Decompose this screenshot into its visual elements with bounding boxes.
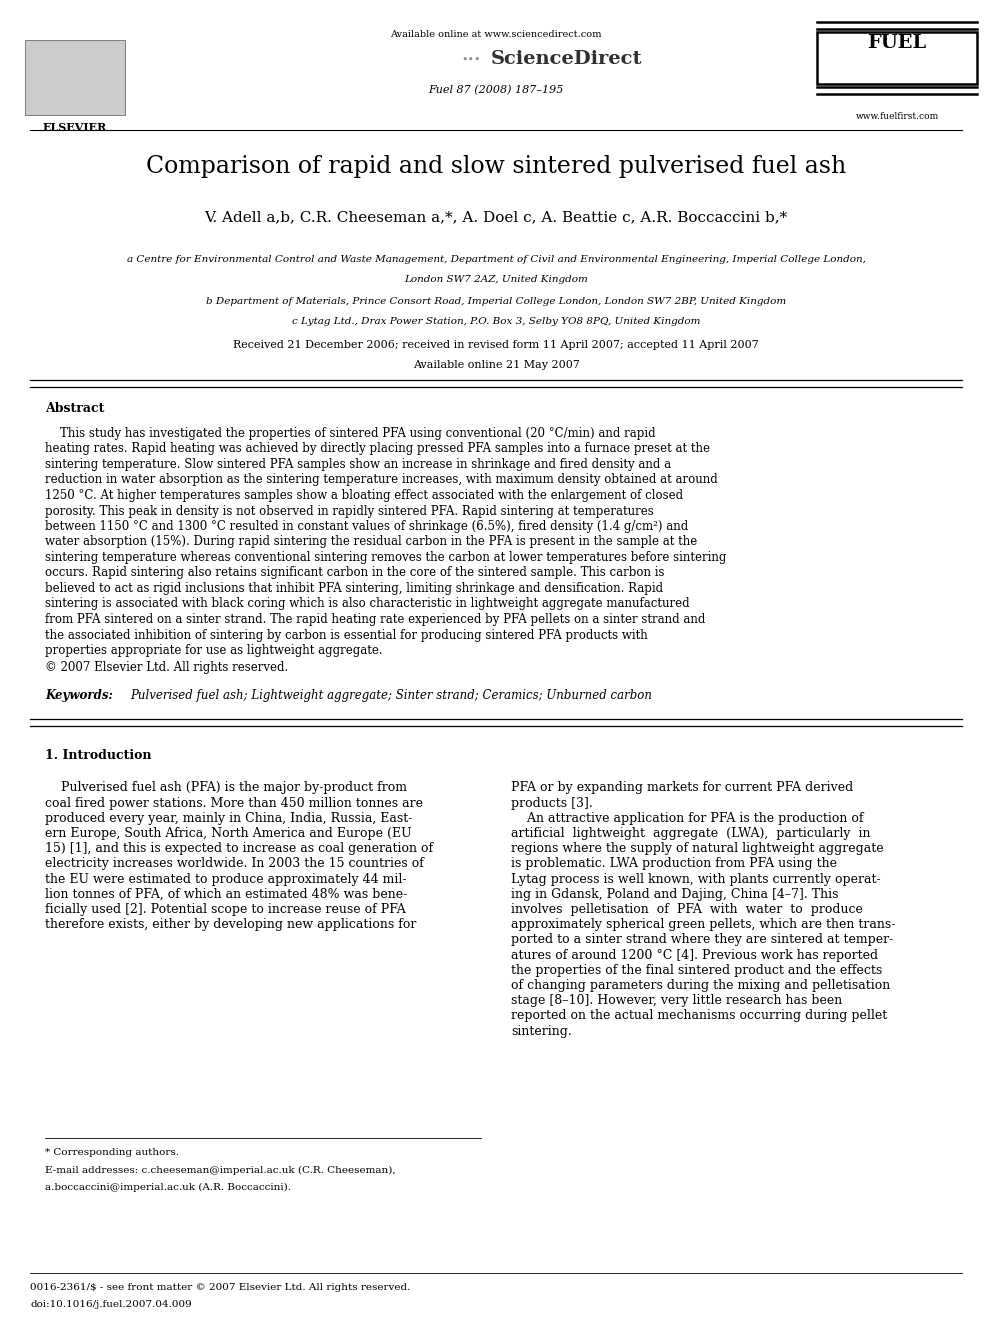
- Text: V. Adell a,b, C.R. Cheeseman a,*, A. Doel c, A. Beattie c, A.R. Boccaccini b,*: V. Adell a,b, C.R. Cheeseman a,*, A. Doe…: [204, 210, 788, 224]
- Text: approximately spherical green pellets, which are then trans-: approximately spherical green pellets, w…: [511, 918, 896, 931]
- Text: believed to act as rigid inclusions that inhibit PFA sintering, limiting shrinka: believed to act as rigid inclusions that…: [45, 582, 663, 595]
- Text: lion tonnes of PFA, of which an estimated 48% was bene-: lion tonnes of PFA, of which an estimate…: [45, 888, 408, 901]
- Text: the properties of the final sintered product and the effects: the properties of the final sintered pro…: [511, 964, 882, 976]
- Text: properties appropriate for use as lightweight aggregate.: properties appropriate for use as lightw…: [45, 644, 383, 658]
- Text: 15) [1], and this is expected to increase as coal generation of: 15) [1], and this is expected to increas…: [45, 843, 434, 855]
- Text: Keywords:: Keywords:: [45, 689, 113, 703]
- Text: therefore exists, either by developing new applications for: therefore exists, either by developing n…: [45, 918, 417, 931]
- Text: stage [8–10]. However, very little research has been: stage [8–10]. However, very little resea…: [511, 995, 842, 1007]
- Text: FUEL: FUEL: [867, 34, 927, 52]
- Text: sintering is associated with black coring which is also characteristic in lightw: sintering is associated with black corin…: [45, 598, 689, 610]
- Text: Abstract: Abstract: [45, 402, 104, 415]
- Text: involves  pelletisation  of  PFA  with  water  to  produce: involves pelletisation of PFA with water…: [511, 904, 863, 916]
- Text: c Lytag Ltd., Drax Power Station, P.O. Box 3, Selby YO8 8PQ, United Kingdom: c Lytag Ltd., Drax Power Station, P.O. B…: [292, 318, 700, 325]
- Text: reported on the actual mechanisms occurring during pellet: reported on the actual mechanisms occurr…: [511, 1009, 887, 1023]
- Text: heating rates. Rapid heating was achieved by directly placing pressed PFA sample: heating rates. Rapid heating was achieve…: [45, 442, 710, 455]
- Text: Pulverised fuel ash (PFA) is the major by-product from: Pulverised fuel ash (PFA) is the major b…: [45, 782, 407, 795]
- Text: Available online at www.sciencedirect.com: Available online at www.sciencedirect.co…: [390, 30, 602, 38]
- Text: regions where the supply of natural lightweight aggregate: regions where the supply of natural ligh…: [511, 843, 884, 855]
- Text: atures of around 1200 °C [4]. Previous work has reported: atures of around 1200 °C [4]. Previous w…: [511, 949, 878, 962]
- Text: the EU were estimated to produce approximately 44 mil-: the EU were estimated to produce approxi…: [45, 873, 407, 885]
- Text: water absorption (15%). During rapid sintering the residual carbon in the PFA is: water absorption (15%). During rapid sin…: [45, 536, 697, 549]
- Text: the associated inhibition of sintering by carbon is essential for producing sint: the associated inhibition of sintering b…: [45, 628, 648, 642]
- Text: ing in Gdansk, Poland and Dajing, China [4–7]. This: ing in Gdansk, Poland and Dajing, China …: [511, 888, 838, 901]
- Text: ELSEVIER: ELSEVIER: [43, 122, 107, 134]
- Text: products [3].: products [3].: [511, 796, 593, 810]
- Text: Received 21 December 2006; received in revised form 11 April 2007; accepted 11 A: Received 21 December 2006; received in r…: [233, 340, 759, 351]
- Text: sintering.: sintering.: [511, 1025, 571, 1037]
- Text: www.fuelfirst.com: www.fuelfirst.com: [855, 112, 938, 120]
- Text: Available online 21 May 2007: Available online 21 May 2007: [413, 360, 579, 370]
- Text: a.boccaccini@imperial.ac.uk (A.R. Boccaccini).: a.boccaccini@imperial.ac.uk (A.R. Boccac…: [45, 1183, 291, 1192]
- Text: of changing parameters during the mixing and pelletisation: of changing parameters during the mixing…: [511, 979, 890, 992]
- Text: sintering temperature. Slow sintered PFA samples show an increase in shrinkage a: sintering temperature. Slow sintered PFA…: [45, 458, 672, 471]
- Text: b Department of Materials, Prince Consort Road, Imperial College London, London : b Department of Materials, Prince Consor…: [206, 296, 786, 306]
- Text: ern Europe, South Africa, North America and Europe (EU: ern Europe, South Africa, North America …: [45, 827, 412, 840]
- Text: 0016-2361/$ - see front matter © 2007 Elsevier Ltd. All rights reserved.: 0016-2361/$ - see front matter © 2007 El…: [30, 1283, 411, 1293]
- Bar: [25, 40, 125, 115]
- Text: This study has investigated the properties of sintered PFA using conventional (2: This study has investigated the properti…: [45, 427, 656, 441]
- Text: London SW7 2AZ, United Kingdom: London SW7 2AZ, United Kingdom: [404, 275, 588, 284]
- Text: © 2007 Elsevier Ltd. All rights reserved.: © 2007 Elsevier Ltd. All rights reserved…: [45, 662, 289, 675]
- Text: 1250 °C. At higher temperatures samples show a bloating effect associated with t: 1250 °C. At higher temperatures samples …: [45, 490, 683, 501]
- Text: Lytag process is well known, with plants currently operat-: Lytag process is well known, with plants…: [511, 873, 881, 885]
- Text: is problematic. LWA production from PFA using the: is problematic. LWA production from PFA …: [511, 857, 837, 871]
- Text: artificial  lightweight  aggregate  (LWA),  particularly  in: artificial lightweight aggregate (LWA), …: [511, 827, 871, 840]
- Text: porosity. This peak in density is not observed in rapidly sintered PFA. Rapid si: porosity. This peak in density is not ob…: [45, 504, 654, 517]
- Text: An attractive application for PFA is the production of: An attractive application for PFA is the…: [511, 812, 863, 826]
- Text: sintering temperature whereas conventional sintering removes the carbon at lower: sintering temperature whereas convention…: [45, 550, 726, 564]
- Text: Pulverised fuel ash; Lightweight aggregate; Sinter strand; Ceramics; Unburned ca: Pulverised fuel ash; Lightweight aggrega…: [130, 689, 652, 703]
- Bar: [817, 32, 977, 83]
- Text: PFA or by expanding markets for current PFA derived: PFA or by expanding markets for current …: [511, 782, 853, 795]
- Text: electricity increases worldwide. In 2003 the 15 countries of: electricity increases worldwide. In 2003…: [45, 857, 424, 871]
- Text: occurs. Rapid sintering also retains significant carbon in the core of the sinte: occurs. Rapid sintering also retains sig…: [45, 566, 665, 579]
- Text: Fuel 87 (2008) 187–195: Fuel 87 (2008) 187–195: [429, 85, 563, 95]
- Text: E-mail addresses: c.cheeseman@imperial.ac.uk (C.R. Cheeseman),: E-mail addresses: c.cheeseman@imperial.a…: [45, 1166, 396, 1175]
- Text: ported to a sinter strand where they are sintered at temper-: ported to a sinter strand where they are…: [511, 934, 893, 946]
- Text: between 1150 °C and 1300 °C resulted in constant values of shrinkage (6.5%), fir: between 1150 °C and 1300 °C resulted in …: [45, 520, 688, 533]
- Text: from PFA sintered on a sinter strand. The rapid heating rate experienced by PFA : from PFA sintered on a sinter strand. Th…: [45, 613, 705, 626]
- Text: reduction in water absorption as the sintering temperature increases, with maxim: reduction in water absorption as the sin…: [45, 474, 718, 487]
- Text: * Corresponding authors.: * Corresponding authors.: [45, 1148, 179, 1158]
- Text: doi:10.1016/j.fuel.2007.04.009: doi:10.1016/j.fuel.2007.04.009: [30, 1301, 191, 1308]
- Text: •••: •••: [461, 56, 481, 65]
- Text: ficially used [2]. Potential scope to increase reuse of PFA: ficially used [2]. Potential scope to in…: [45, 904, 406, 916]
- Text: produced every year, mainly in China, India, Russia, East-: produced every year, mainly in China, In…: [45, 812, 413, 826]
- Text: coal fired power stations. More than 450 million tonnes are: coal fired power stations. More than 450…: [45, 796, 423, 810]
- Text: ScienceDirect: ScienceDirect: [491, 50, 643, 67]
- Text: Comparison of rapid and slow sintered pulverised fuel ash: Comparison of rapid and slow sintered pu…: [146, 155, 846, 179]
- Text: a Centre for Environmental Control and Waste Management, Department of Civil and: a Centre for Environmental Control and W…: [127, 255, 865, 265]
- Text: 1. Introduction: 1. Introduction: [45, 750, 152, 762]
